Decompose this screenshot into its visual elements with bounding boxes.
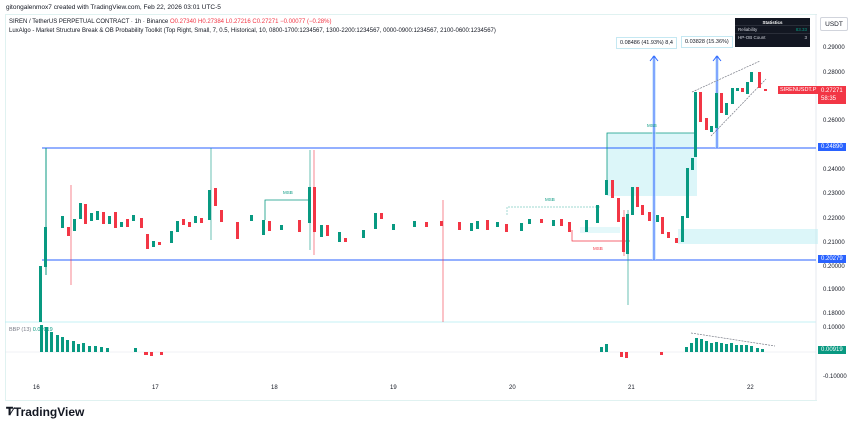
candles: [39, 72, 767, 322]
price-tick: 0.22000: [823, 216, 845, 222]
price-tick: 0.28000: [823, 70, 845, 76]
chart-frame: [5, 14, 817, 401]
ohlc-change: −0.00077 (−0.28%): [280, 19, 332, 25]
time-tick: 19: [390, 385, 397, 391]
tradingview-logo[interactable]: 𝐓∕ TradingView: [6, 405, 84, 419]
bbp-tick: -0.10000: [823, 374, 847, 380]
price-tick: 0.20000: [823, 264, 845, 270]
bar-countdown: 58:35: [821, 96, 837, 102]
tradingview-logo-icon: 𝐓∕: [6, 405, 13, 418]
bbp-value-tag: 0.00919: [818, 346, 846, 354]
statistics-table: Statistics Reliability 83.33 HP-OB Count…: [735, 18, 810, 47]
level-low-tag: 0.20279: [818, 255, 846, 263]
symbol-title[interactable]: SIREN / TetherUS PERPETUAL CONTRACT · 1h…: [9, 19, 169, 25]
msb-label: MSB: [545, 197, 555, 202]
msb-label: MSB: [283, 190, 293, 195]
time-tick: 18: [271, 385, 278, 391]
indicator-legend[interactable]: LuxAlgo - Market Structure Break & OB Pr…: [9, 28, 496, 34]
price-tick: 0.23000: [823, 191, 845, 197]
ohlc-open: O0.27340: [169, 19, 197, 25]
time-tick: 22: [747, 385, 754, 391]
creator-caption: gitongalenmox7 created with TradingView.…: [6, 4, 221, 11]
measure-label[interactable]: 0.03828 (15.36%): [681, 36, 733, 48]
price-tick: 0.24000: [823, 167, 845, 173]
stat-label: HP-OB Count: [738, 35, 766, 40]
price-tick: 0.29000: [823, 45, 845, 51]
ohlc-close: C0.27271: [252, 19, 279, 25]
stat-label: Reliability: [738, 27, 758, 32]
price-tick: 0.21000: [823, 240, 845, 246]
ohlc-high: H0.27384: [197, 19, 225, 25]
msb-label: MSB: [647, 123, 657, 128]
statistics-row: Reliability 83.33: [735, 25, 810, 33]
statistics-title: Statistics: [762, 20, 783, 25]
price-tick: 0.26000: [823, 118, 845, 124]
brand-name: TradingView: [13, 405, 85, 419]
stat-value: 83.33: [795, 27, 807, 32]
measure-label[interactable]: 0.08486 (41.93%) 8,4: [616, 37, 677, 49]
price-tick: 0.18000: [823, 311, 845, 317]
current-price: 0.27271: [821, 88, 843, 94]
time-tick: 21: [628, 385, 635, 391]
time-tick: 17: [152, 385, 159, 391]
symbol-legend: SIREN / TetherUS PERPETUAL CONTRACT · 1h…: [9, 19, 331, 25]
bbp-tick: 0.10000: [823, 325, 845, 331]
bbp-legend[interactable]: BBP (13) 0.00919: [9, 327, 53, 333]
time-tick: 20: [509, 385, 516, 391]
stat-value: 3: [804, 35, 807, 40]
statistics-row: HP-OB Count 3: [735, 33, 810, 41]
time-tick: 16: [33, 385, 40, 391]
currency-button[interactable]: USDT: [820, 17, 848, 31]
ohlc-low: L0.27216: [225, 19, 251, 25]
current-price-tag: 0.27271 58:35: [818, 86, 846, 104]
symbol-price-tag: SIRENUSDT.P: [778, 86, 819, 94]
price-tick: 0.19000: [823, 287, 845, 293]
msb-label: MSB: [593, 246, 603, 251]
level-high-tag: 0.24890: [818, 143, 846, 151]
bbp-value: 0.00919: [32, 327, 53, 333]
bbp-histogram: [40, 325, 776, 358]
bbp-title: BBP (13): [9, 327, 32, 333]
